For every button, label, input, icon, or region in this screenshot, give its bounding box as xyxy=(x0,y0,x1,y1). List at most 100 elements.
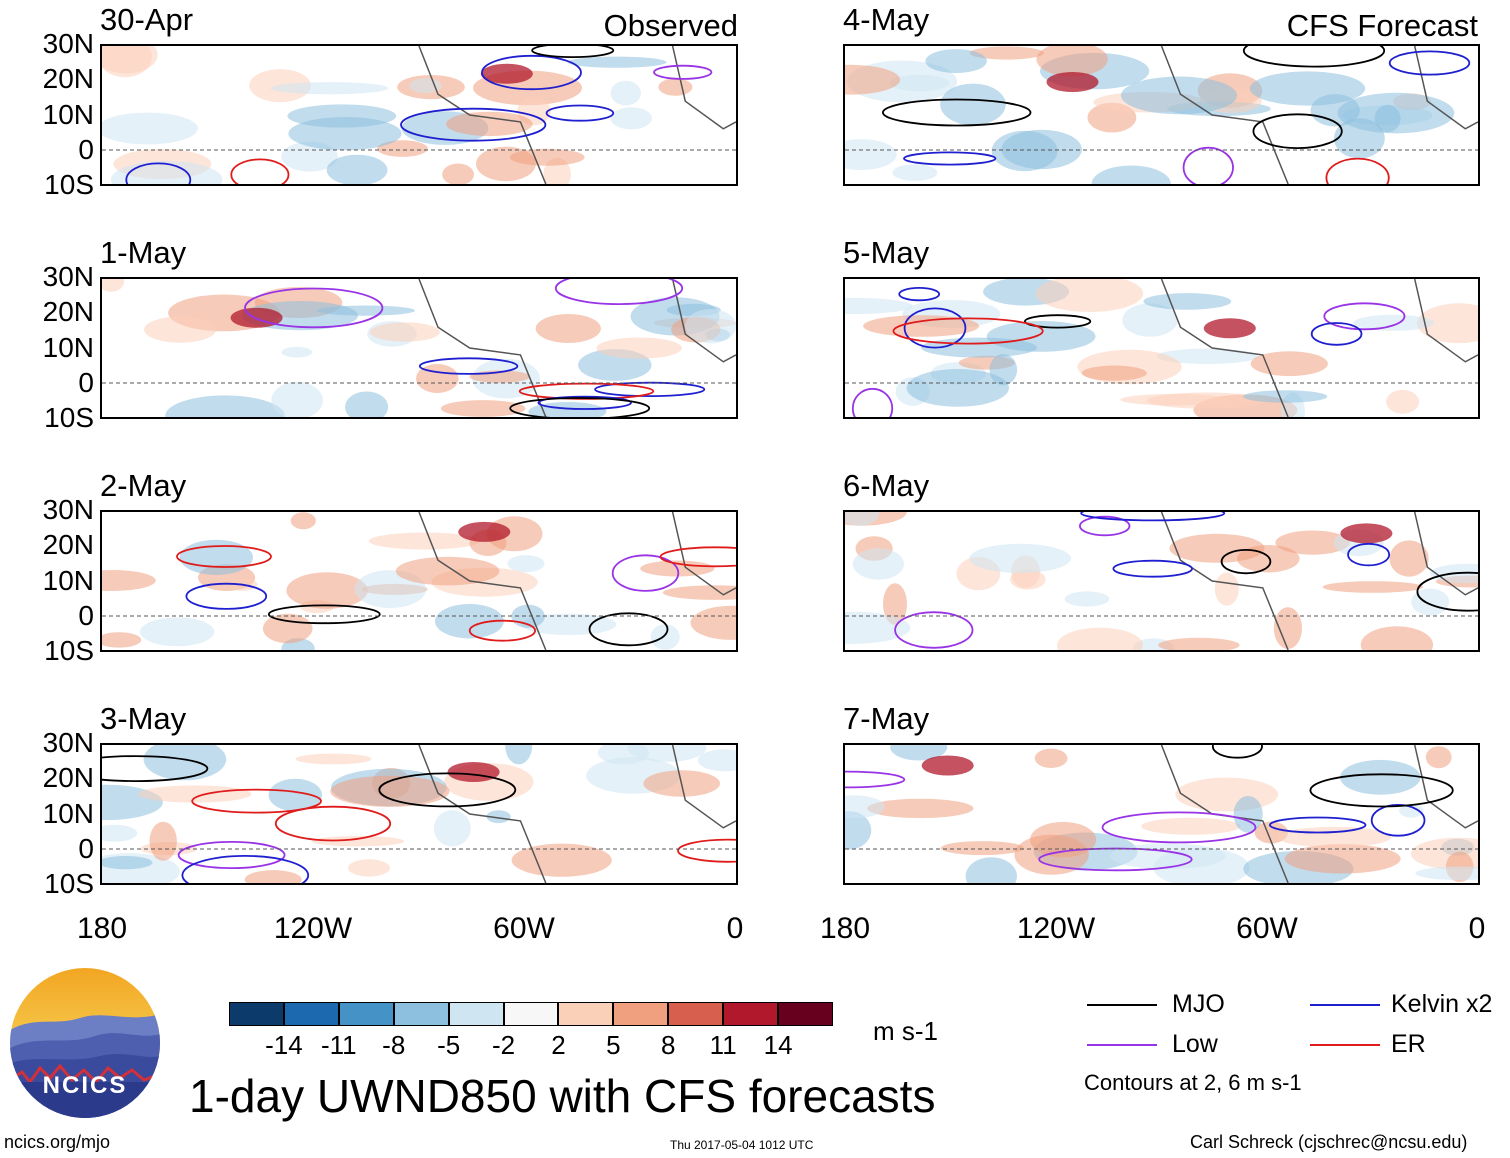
coastline xyxy=(418,46,736,184)
westerly-anomaly xyxy=(690,605,736,640)
contour-note: Contours at 2, 6 m s-1 xyxy=(1084,1070,1302,1095)
lat-label: 20N xyxy=(42,529,94,560)
legend-line-kelvin xyxy=(1310,1004,1380,1006)
kelvin-contour xyxy=(545,104,615,122)
westerly-anomaly xyxy=(1417,303,1478,344)
panel-date-6: 5-May xyxy=(843,235,930,270)
easterly-anomaly xyxy=(433,810,471,847)
easterly-anomaly xyxy=(1122,303,1178,337)
main-title: 1-day UWND850 with CFS forecasts xyxy=(189,1070,936,1122)
low-contour xyxy=(1323,302,1406,331)
lat-label: 0 xyxy=(78,833,94,864)
easterly-anomaly xyxy=(345,391,389,417)
easterly-anomaly xyxy=(1091,165,1171,184)
westerly-anomaly xyxy=(244,870,302,883)
lat-label: 10S xyxy=(44,402,94,433)
strong-westerly-anomaly xyxy=(480,63,533,84)
cfs-forecast-label: CFS Forecast xyxy=(1286,8,1478,43)
map-panel-2 xyxy=(100,277,738,419)
westerly-anomaly xyxy=(969,46,1044,60)
easterly-anomaly xyxy=(1156,348,1259,364)
mjo-contour xyxy=(378,772,517,808)
westerly-anomaly xyxy=(1057,627,1143,650)
easterly-anomaly xyxy=(270,82,389,95)
low-contour xyxy=(554,279,684,305)
westerly-anomaly xyxy=(446,111,533,137)
colorbar-tick-label: 14 xyxy=(763,1030,793,1060)
low-contour xyxy=(611,554,680,592)
westerly-anomaly xyxy=(149,821,177,861)
lon-label-60w-left: 60W xyxy=(493,912,555,945)
lon-label-180-right: 180 xyxy=(819,912,871,945)
easterly-anomaly xyxy=(1411,588,1450,616)
easterly-anomaly xyxy=(852,548,904,580)
map-field xyxy=(102,46,736,184)
kelvin-contour xyxy=(125,162,192,184)
westerly-anomaly xyxy=(138,785,252,803)
kelvin-contour xyxy=(1080,512,1226,522)
low-contour xyxy=(1182,146,1234,184)
strong-westerly-anomaly xyxy=(447,762,500,782)
easterly-anomaly xyxy=(845,512,880,526)
low-contour xyxy=(894,611,974,649)
lat-label: 10S xyxy=(44,169,94,200)
westerly-anomaly xyxy=(511,843,612,877)
westerly-anomaly xyxy=(863,315,980,337)
mjo-contour xyxy=(881,98,1032,127)
lat-label: 10N xyxy=(42,99,94,130)
easterly-anomaly xyxy=(1415,866,1478,881)
lon-label-180-left: 180 xyxy=(76,912,128,945)
ncics-logo-icon xyxy=(10,968,160,1118)
westerly-anomaly xyxy=(940,841,1024,856)
lat-label: 30N xyxy=(42,261,94,292)
er-contour xyxy=(274,805,392,842)
map-panel-1 xyxy=(100,44,738,186)
lat-label: 20N xyxy=(42,296,94,327)
easterly-anomaly xyxy=(179,539,253,575)
panel-date-5: 4-May xyxy=(843,2,930,37)
low-contour xyxy=(244,287,384,329)
map-panel-6 xyxy=(843,277,1480,419)
easterly-anomaly xyxy=(940,83,1006,126)
legend-label-low: Low xyxy=(1172,1030,1218,1058)
westerly-anomaly xyxy=(1214,572,1239,606)
easterly-anomaly xyxy=(610,107,652,130)
strong-westerly-anomaly xyxy=(1203,318,1256,339)
legend-label-er: ER xyxy=(1391,1030,1426,1058)
westerly-anomaly xyxy=(1237,545,1300,573)
easterly-anomaly xyxy=(1399,803,1424,818)
westerly-anomaly xyxy=(1036,46,1108,77)
coastline xyxy=(418,279,736,417)
westerly-anomaly xyxy=(1158,637,1240,650)
panel-date-3: 2-May xyxy=(100,468,187,503)
colorbar-tick-label: 11 xyxy=(709,1030,737,1060)
westerly-anomaly xyxy=(395,556,500,586)
westerly-anomaly xyxy=(1277,826,1392,848)
colorbar-swatch xyxy=(503,1002,559,1026)
lat-label: 10S xyxy=(44,635,94,666)
lat-label: 10N xyxy=(42,798,94,829)
mjo-contour xyxy=(531,46,615,58)
lon-label-60w-right: 60W xyxy=(1236,912,1298,945)
panel-date-1: 30-Apr xyxy=(100,2,194,37)
colorbar-swatch xyxy=(283,1002,339,1026)
easterly-anomaly xyxy=(521,613,617,636)
low-contour xyxy=(1079,515,1131,537)
easterly-anomaly xyxy=(1353,314,1434,331)
westerly-anomaly xyxy=(102,570,156,591)
er-contour xyxy=(677,838,736,863)
westerly-anomaly xyxy=(596,337,682,359)
er-contour xyxy=(176,545,272,568)
kelvin-contour xyxy=(1370,804,1426,837)
mjo-contour xyxy=(1242,46,1386,68)
footer-site-link[interactable]: ncics.org/mjo xyxy=(4,1132,111,1152)
legend-line-low xyxy=(1087,1044,1157,1046)
ncics-logo: NCICS xyxy=(10,968,160,1118)
colorbar-swatch xyxy=(558,1002,614,1026)
kelvin-contour xyxy=(185,582,268,610)
low-contour xyxy=(851,387,894,417)
panel-date-4: 3-May xyxy=(100,701,187,736)
er-contour xyxy=(191,788,322,814)
map-field xyxy=(845,279,1478,417)
easterly-anomaly xyxy=(102,824,138,842)
